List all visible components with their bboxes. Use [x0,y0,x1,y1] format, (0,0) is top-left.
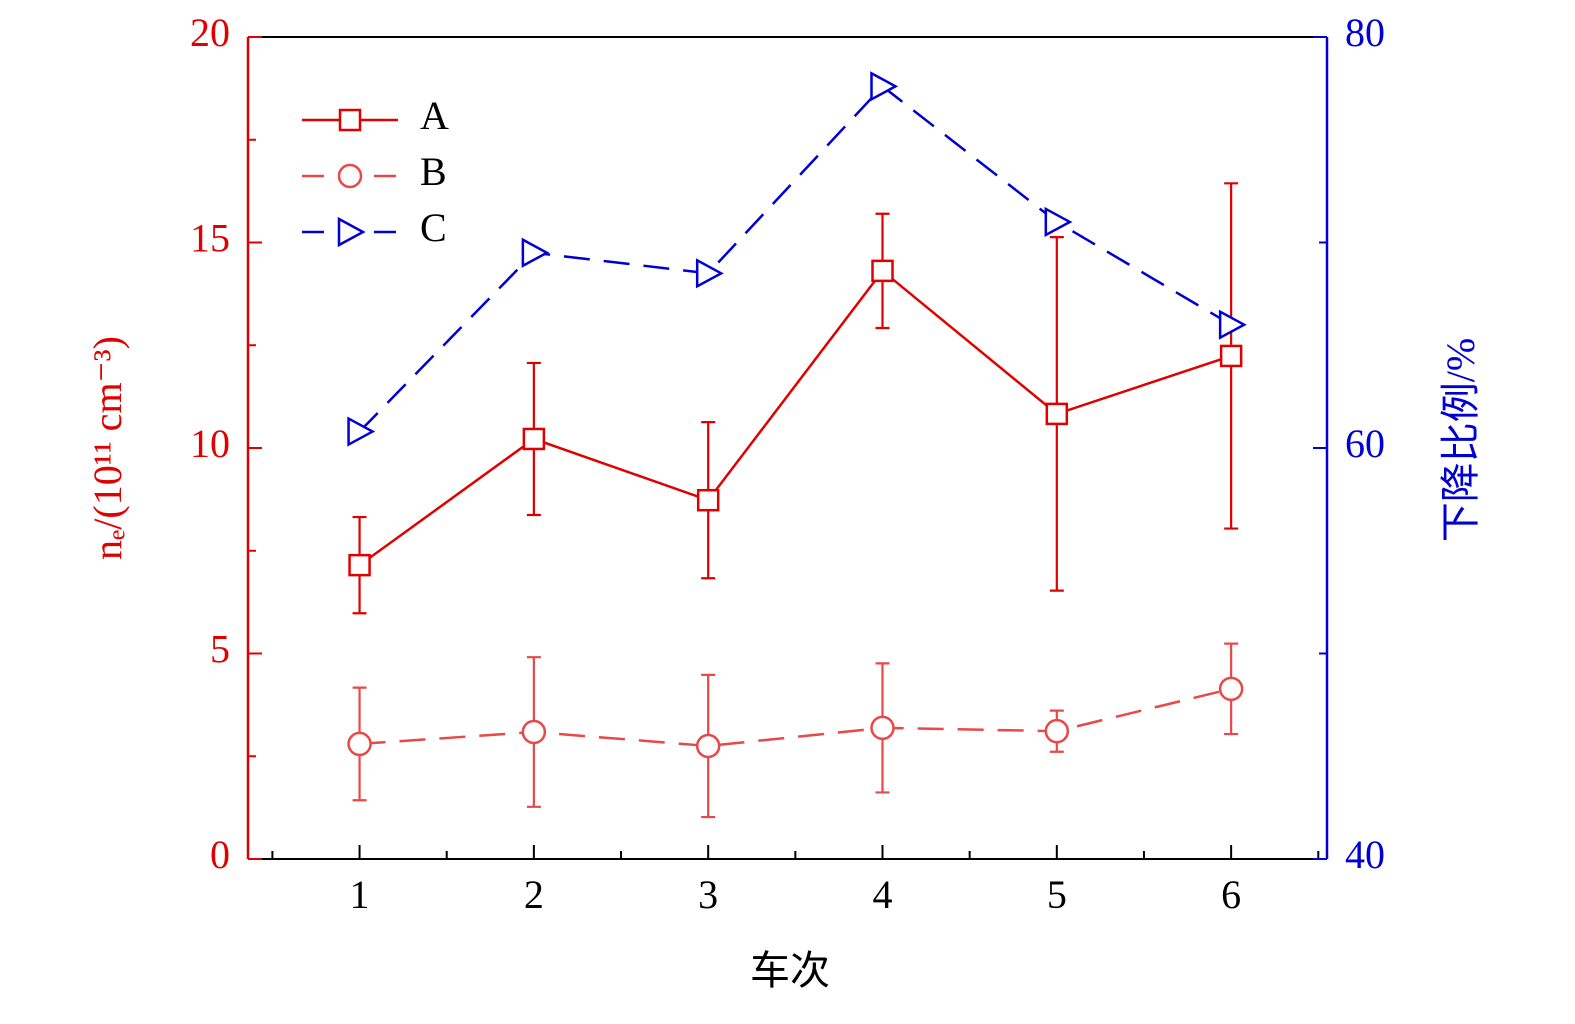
y-axis-label: nₑ/(10¹¹ cm⁻³) [85,336,130,560]
x-tick-label: 3 [698,872,718,917]
x-axis-label: 车次 [750,948,830,993]
marker-triangle [695,258,724,289]
x-tick-label: 1 [350,872,370,917]
y2-axis-label: 下降比例/% [1438,338,1483,542]
legend-label: A [420,93,449,138]
y2-tick-label: 60 [1345,421,1385,466]
y-tick-label: 0 [210,832,230,877]
marker-triangle [1044,206,1073,238]
marker-square [1219,344,1243,368]
marker-square [348,553,371,577]
marker-circle [1218,676,1244,702]
x-tick-label: 4 [873,872,893,917]
marker-circle [870,715,895,741]
y-tick-label: 10 [190,421,230,466]
series-line [358,84,1232,433]
legend-marker [338,108,362,132]
x-tick-label: 5 [1047,872,1067,917]
series-line [358,269,1232,567]
y-tick-label: 15 [190,216,230,261]
x-tick-label: 6 [1221,872,1241,917]
y-tick-label: 20 [190,10,230,55]
marker-square [871,259,894,283]
series-line [359,687,1232,748]
x-tick-label: 2 [524,872,544,917]
legend-marker [337,163,363,189]
marker-circle [521,719,547,745]
marker-triangle [870,71,899,102]
marker-square [522,427,546,451]
marker-triangle [347,416,376,447]
marker-square [1045,402,1069,426]
y2-tick-label: 80 [1345,10,1385,55]
marker-square [696,488,720,512]
legend-label: C [420,205,447,250]
marker-circle [695,733,721,759]
marker-circle [347,731,372,757]
y2-tick-label: 40 [1345,832,1385,877]
marker-triangle [521,237,550,268]
marker-circle [1044,718,1070,744]
marker-triangle [1218,309,1247,340]
y-tick-label: 5 [210,627,230,672]
legend-label: B [420,149,447,194]
legend-marker [337,216,366,248]
